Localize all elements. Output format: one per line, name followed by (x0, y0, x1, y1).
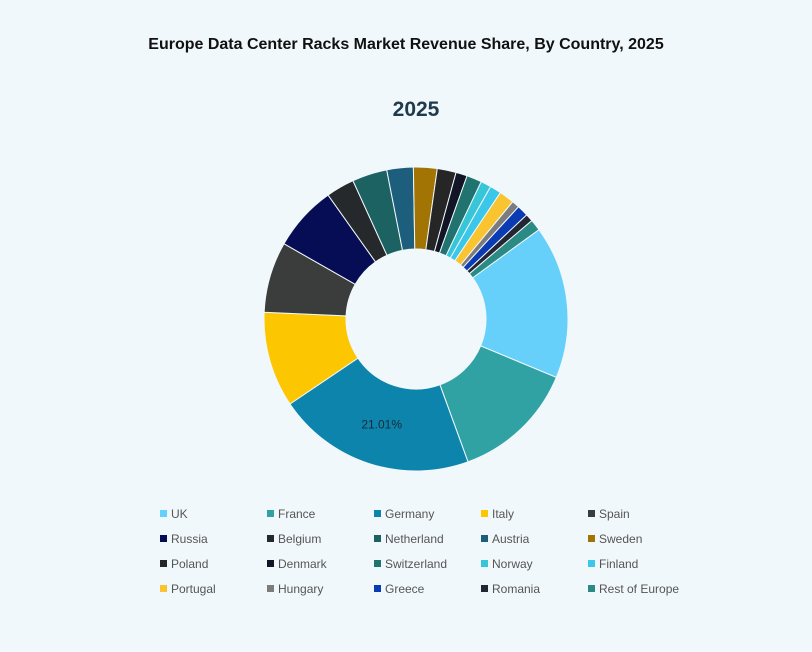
legend-label: Portugal (171, 581, 216, 596)
legend-label: Russia (171, 531, 208, 546)
legend-label: Belgium (278, 531, 322, 546)
legend-item-hungary: Hungary (267, 580, 374, 597)
legend-swatch (588, 535, 595, 542)
legend-item-greece: Greece (374, 580, 481, 597)
legend-swatch (267, 585, 274, 592)
legend-item-portugal: Portugal (160, 580, 267, 597)
legend-item-belgium: Belgium (267, 530, 374, 547)
legend-item-germany: Germany (374, 505, 481, 522)
legend-item-russia: Russia (160, 530, 267, 547)
legend-item-france: France (267, 505, 374, 522)
legend-item-sweden: Sweden (588, 530, 708, 547)
legend-item-netherland: Netherland (374, 530, 481, 547)
legend-item-rest-of-europe: Rest of Europe (588, 580, 708, 597)
legend-swatch (267, 535, 274, 542)
legend-swatch (267, 510, 274, 517)
legend-swatch (160, 535, 167, 542)
legend-swatch (267, 560, 274, 567)
legend-swatch (374, 510, 381, 517)
chart-legend: UK France Germany Italy Spain Russia Belgium Ne… (160, 505, 740, 597)
legend-item-spain: Spain (588, 505, 708, 522)
legend-label: Romania (492, 581, 541, 596)
legend-swatch (588, 510, 595, 517)
legend-label: Denmark (278, 556, 327, 571)
legend-swatch (588, 560, 595, 567)
legend-swatch (160, 560, 167, 567)
legend-swatch (160, 585, 167, 592)
legend-swatch (588, 585, 595, 592)
data-label-germany: 21.01% (361, 418, 402, 432)
legend-label: Italy (492, 506, 515, 521)
legend-swatch (374, 535, 381, 542)
slice-germany (289, 357, 469, 472)
legend-item-uk: UK (160, 505, 267, 522)
legend-label: Norway (492, 556, 533, 571)
legend-item-austria: Austria (481, 530, 588, 547)
legend-swatch (481, 510, 488, 517)
legend-label: Switzerland (385, 556, 448, 571)
legend-label: Finland (599, 556, 639, 571)
legend-label: Greece (385, 581, 425, 596)
legend-swatch (481, 560, 488, 567)
legend-label: Germany (385, 506, 435, 521)
legend-label: Hungary (278, 581, 324, 596)
legend-swatch (481, 585, 488, 592)
legend-label: France (278, 506, 316, 521)
legend-item-switzerland: Switzerland (374, 555, 481, 572)
legend-item-finland: Finland (588, 555, 708, 572)
legend-item-poland: Poland (160, 555, 267, 572)
legend-label: Austria (492, 531, 530, 546)
chart-subtitle: 2025 (392, 98, 440, 121)
legend-swatch (481, 535, 488, 542)
legend-item-denmark: Denmark (267, 555, 374, 572)
legend-item-romania: Romania (481, 580, 588, 597)
chart-title: Europe Data Center Racks Market Revenue … (148, 36, 664, 53)
legend-swatch (374, 585, 381, 592)
legend-label: UK (171, 506, 188, 521)
legend-label: Spain (599, 506, 630, 521)
slice-rest-of-europe (468, 219, 540, 279)
legend-item-italy: Italy (481, 505, 588, 522)
legend-swatch (374, 560, 381, 567)
legend-label: Poland (171, 556, 209, 571)
legend-label: Rest of Europe (599, 581, 680, 596)
legend-label: Sweden (599, 531, 643, 546)
legend-label: Netherland (385, 531, 444, 546)
legend-swatch (160, 510, 167, 517)
slice-uk (471, 228, 569, 379)
legend-item-norway: Norway (481, 555, 588, 572)
